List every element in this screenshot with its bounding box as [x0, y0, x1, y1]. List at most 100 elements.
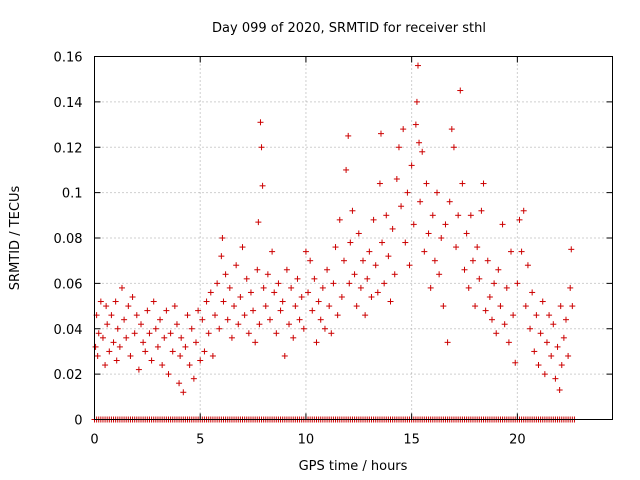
- data-point: [182, 343, 189, 350]
- data-point: [413, 98, 420, 105]
- data-point: [247, 289, 254, 296]
- data-point: [533, 312, 540, 319]
- data-point: [177, 352, 184, 359]
- data-point: [260, 284, 267, 291]
- data-point: [315, 298, 322, 305]
- data-point: [125, 303, 132, 310]
- data-point: [255, 219, 262, 226]
- data-point: [355, 230, 362, 237]
- data-point: [431, 257, 438, 264]
- data-point: [469, 257, 476, 264]
- data-point: [463, 230, 470, 237]
- data-point: [205, 330, 212, 337]
- data-point: [226, 284, 233, 291]
- data-point: [550, 321, 557, 328]
- data-point: [218, 253, 225, 260]
- data-point: [448, 126, 455, 133]
- data-point: [436, 271, 443, 278]
- data-point: [557, 303, 564, 310]
- data-point: [114, 325, 121, 332]
- data-point: [216, 325, 223, 332]
- data-point: [472, 303, 479, 310]
- data-point: [410, 221, 417, 228]
- data-point: [277, 307, 284, 314]
- y-tick-label: 0: [74, 414, 82, 429]
- data-point: [92, 343, 99, 350]
- data-point: [224, 316, 231, 323]
- data-point: [169, 348, 176, 355]
- data-point: [319, 284, 326, 291]
- data-point: [252, 339, 259, 346]
- data-point: [106, 348, 113, 355]
- data-point: [259, 182, 266, 189]
- data-point: [495, 266, 502, 273]
- data-point: [108, 312, 115, 319]
- chart-title: Day 099 of 2020, SRMTID for receiver sth…: [212, 21, 486, 36]
- data-point: [425, 230, 432, 237]
- data-point: [535, 362, 542, 369]
- data-point: [219, 235, 226, 241]
- data-point: [161, 334, 168, 341]
- data-point: [419, 148, 426, 155]
- data-point: [404, 189, 411, 196]
- data-point: [178, 334, 185, 341]
- data-point: [467, 212, 474, 219]
- data-point: [197, 357, 204, 364]
- data-point: [307, 257, 314, 264]
- data-point: [391, 271, 398, 278]
- data-point: [184, 312, 191, 319]
- data-point: [438, 235, 445, 241]
- data-point: [442, 221, 449, 228]
- data-point: [321, 325, 328, 332]
- data-point: [209, 352, 216, 359]
- data-point: [138, 321, 145, 328]
- data-point: [393, 176, 400, 183]
- data-point: [340, 257, 347, 264]
- data-point: [362, 312, 369, 319]
- data-point: [116, 343, 123, 350]
- data-point: [520, 207, 527, 214]
- data-marks: [91, 62, 578, 423]
- data-point: [290, 334, 297, 341]
- data-point: [279, 298, 286, 305]
- data-point: [459, 180, 466, 187]
- data-point: [497, 303, 504, 310]
- data-point: [537, 330, 544, 337]
- data-point: [345, 132, 352, 139]
- data-point: [131, 330, 138, 337]
- data-point: [220, 298, 227, 305]
- data-point: [514, 280, 521, 287]
- data-point: [429, 212, 436, 219]
- data-point: [146, 330, 153, 337]
- data-point: [556, 387, 563, 394]
- data-point: [343, 166, 350, 173]
- data-point: [180, 389, 187, 396]
- data-point: [167, 330, 174, 337]
- data-point: [94, 352, 101, 359]
- data-point: [214, 280, 221, 287]
- data-point: [512, 359, 519, 366]
- data-point: [258, 144, 265, 151]
- data-point: [129, 293, 136, 300]
- data-point: [385, 253, 392, 260]
- data-point: [103, 303, 110, 310]
- data-point: [296, 316, 303, 323]
- data-point: [121, 316, 128, 323]
- data-point: [233, 262, 240, 269]
- data-point: [292, 303, 299, 310]
- data-point: [364, 275, 371, 282]
- data-point: [239, 244, 246, 251]
- data-point: [95, 330, 102, 337]
- data-point: [522, 303, 529, 310]
- axis-ticks: [94, 56, 613, 420]
- data-point: [275, 280, 282, 287]
- data-point: [346, 280, 353, 287]
- data-point: [457, 87, 464, 94]
- data-point: [395, 144, 402, 151]
- data-point: [173, 321, 180, 328]
- data-point: [548, 352, 555, 359]
- data-point: [112, 298, 119, 305]
- data-point: [148, 357, 155, 364]
- data-point: [334, 312, 341, 319]
- data-point: [518, 248, 525, 255]
